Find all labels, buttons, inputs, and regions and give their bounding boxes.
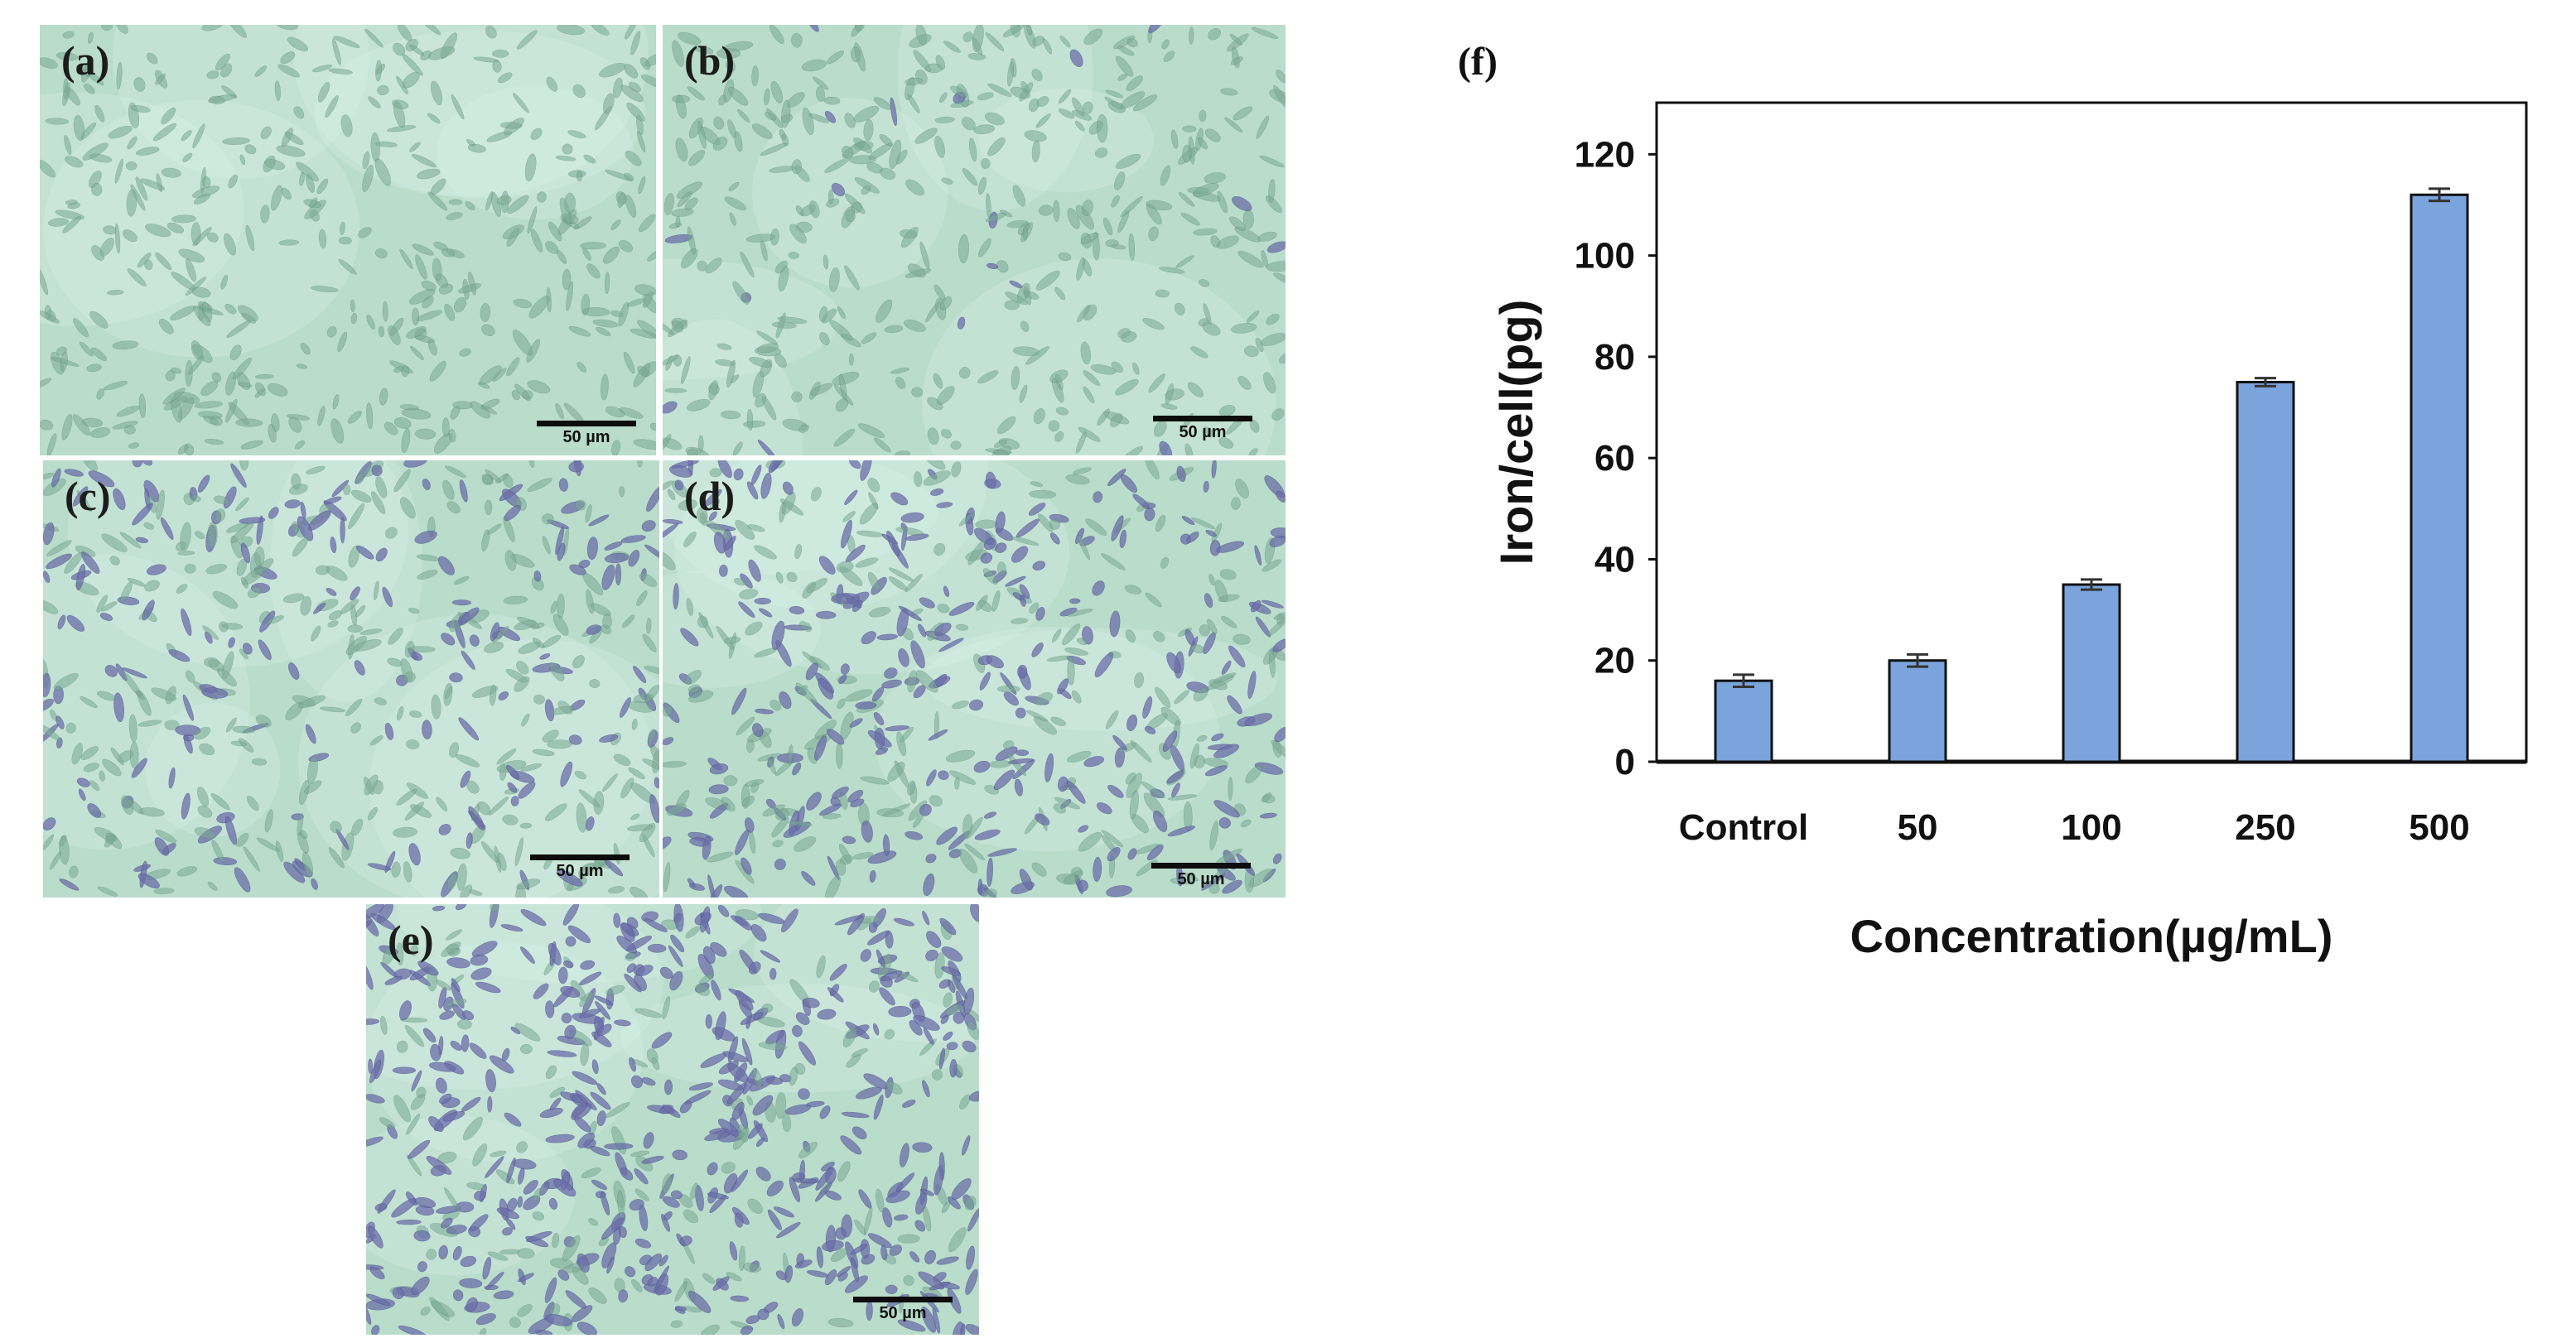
scale-bar-label: 50 µm	[1177, 870, 1225, 888]
panel-letter-d: (d)	[684, 473, 736, 519]
scale-bar-label: 50 µm	[556, 862, 604, 880]
micrograph-e-image	[366, 904, 979, 1335]
scale-bar-label: 50 µm	[879, 1304, 927, 1322]
micrograph-c-image	[43, 460, 659, 898]
panel-letter-b: (b)	[684, 37, 736, 84]
y-tick-label: 20	[1594, 641, 1635, 681]
x-tick-label: 100	[2061, 807, 2121, 848]
scale-bar-c: 50 µm	[530, 854, 630, 888]
bar-250	[2236, 380, 2295, 763]
micrograph-a: (a) 50 µm	[40, 25, 656, 455]
bar-50	[1888, 659, 1947, 763]
scale-bar-a: 50 µm	[537, 421, 636, 454]
bar-control	[1714, 679, 1773, 763]
scale-bar-line	[1151, 863, 1251, 869]
scale-bar-label: 50 µm	[562, 428, 610, 446]
micrograph-d-image	[663, 460, 1286, 898]
iron-per-cell-chart: (f) 0 20 40 60 80 100 120 Control 50 100 250 500 Con…	[1458, 40, 2528, 962]
bar-500	[2410, 193, 2469, 763]
scale-bar-line	[530, 854, 630, 860]
micrograph-e: (e) 50 µm	[366, 904, 979, 1335]
micrograph-c: (c) 50 µm	[43, 460, 659, 898]
error-bar-50	[1907, 652, 1928, 668]
y-tick-label: 80	[1594, 337, 1635, 378]
panel-letter-e: (e)	[388, 917, 434, 963]
micrograph-d: (d) 50 µm	[663, 460, 1286, 898]
panel-letter-c: (c)	[65, 473, 111, 519]
scale-bar-d: 50 µm	[1151, 863, 1251, 896]
y-tick-label: 120	[1575, 134, 1635, 175]
bar-100	[2062, 583, 2121, 763]
x-tick-label: 500	[2409, 807, 2469, 848]
x-tick-label: 250	[2235, 807, 2295, 848]
error-bar-250	[2255, 377, 2276, 387]
x-tick-label: 50	[1898, 807, 1938, 848]
error-bar-500	[2429, 187, 2450, 203]
y-tick-label: 60	[1594, 438, 1635, 479]
error-bar-control	[1733, 673, 1754, 689]
scale-bar-e: 50 µm	[853, 1297, 953, 1330]
panel-letter-a: (a)	[61, 37, 110, 84]
scale-bar-label: 50 µm	[1179, 423, 1227, 441]
y-tick-label: 100	[1575, 236, 1635, 277]
micrograph-b-image	[663, 25, 1286, 455]
error-bar-100	[2081, 578, 2102, 591]
y-tick-label: 0	[1615, 742, 1635, 782]
scale-bar-line	[1153, 416, 1252, 421]
scale-bar-line	[853, 1297, 953, 1302]
micrograph-a-image	[40, 25, 656, 455]
x-axis-title: Concentration(µg/mL)	[1850, 910, 2333, 962]
scale-bar-line	[537, 421, 636, 426]
y-axis-title: Iron/cell(pg)	[1490, 300, 1542, 565]
x-tick-label: Control	[1679, 807, 1808, 848]
panel-letter-f: (f)	[1458, 40, 1498, 84]
micrograph-b: (b) 50 µm	[663, 25, 1286, 455]
scale-bar-b: 50 µm	[1153, 416, 1252, 449]
y-tick-label: 40	[1594, 539, 1635, 580]
